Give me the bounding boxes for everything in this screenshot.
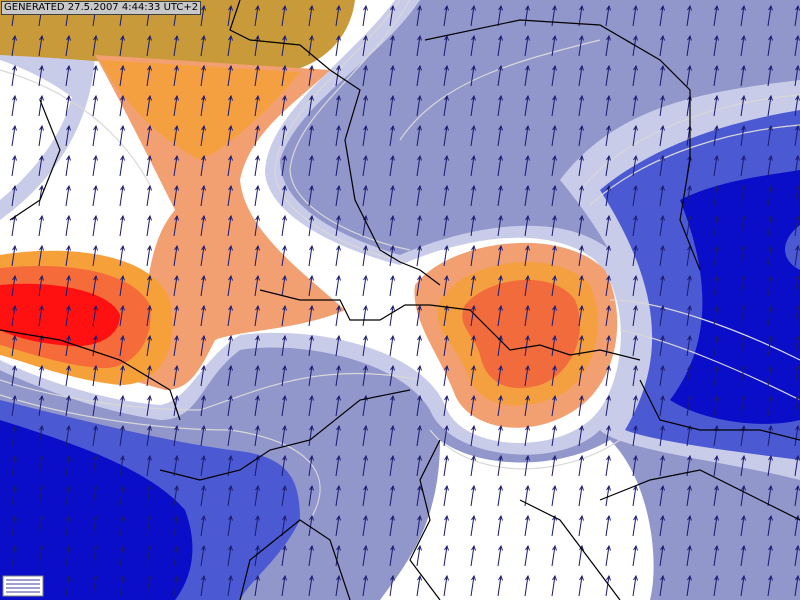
legend-icon <box>2 575 44 597</box>
timestamp-label: GENERATED 27.5.2007 4:44:33 UTC+2 <box>1 1 202 15</box>
